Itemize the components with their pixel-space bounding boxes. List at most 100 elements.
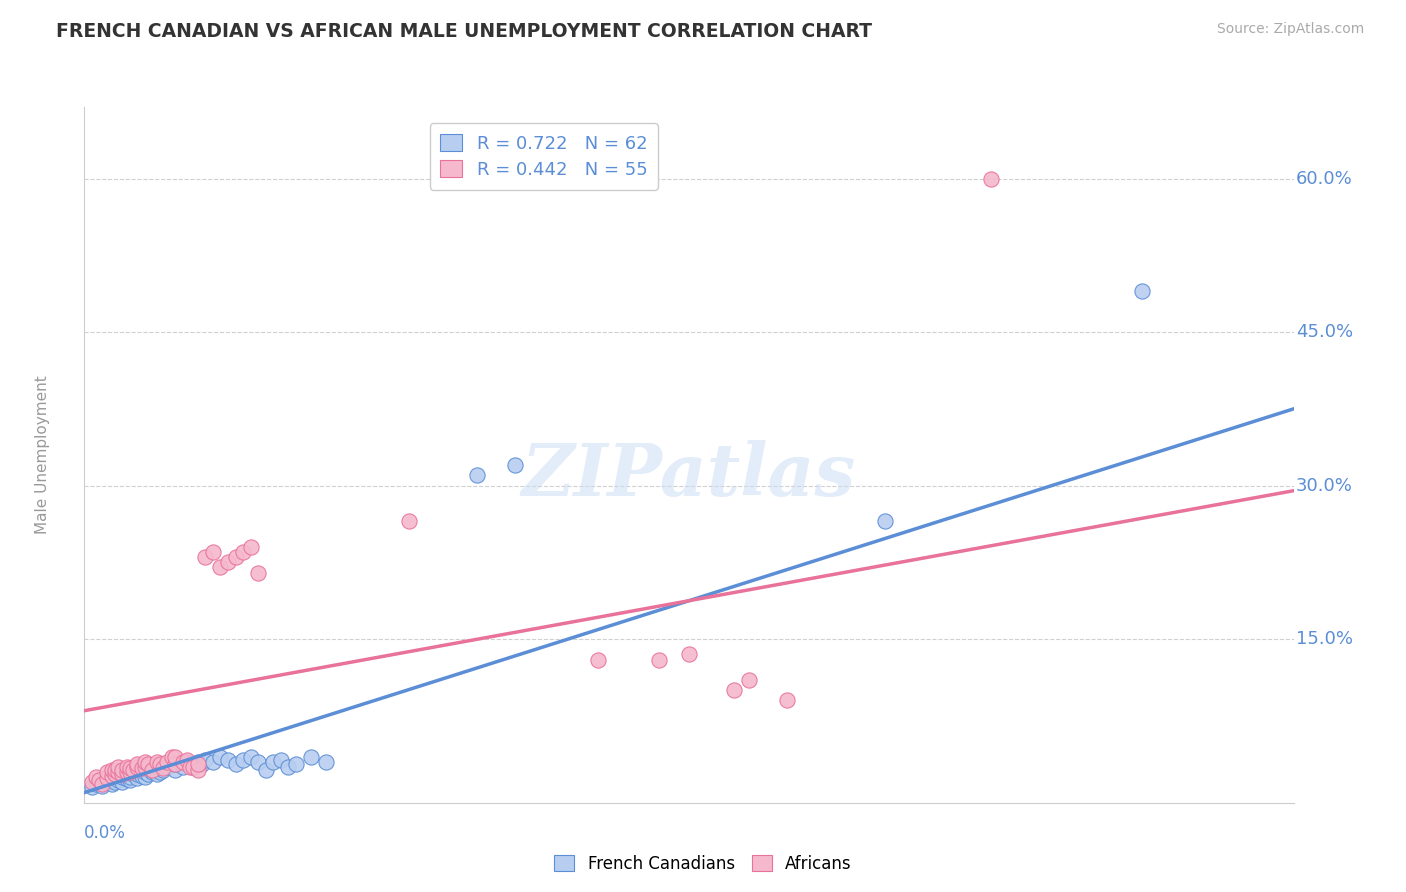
- Point: [121, 767, 143, 781]
- Point: [134, 760, 156, 774]
- Point: [80, 775, 103, 789]
- Point: [100, 763, 122, 777]
- Text: 60.0%: 60.0%: [1296, 169, 1353, 187]
- Point: [152, 761, 174, 775]
- Point: [141, 763, 163, 777]
- Point: [277, 760, 299, 774]
- Point: [187, 763, 209, 777]
- Point: [187, 756, 209, 771]
- Text: 30.0%: 30.0%: [1296, 476, 1353, 495]
- Legend: French Canadians, Africans: French Canadians, Africans: [548, 848, 858, 880]
- Point: [96, 765, 118, 780]
- Text: 0.0%: 0.0%: [84, 823, 127, 842]
- Point: [146, 767, 169, 781]
- Point: [104, 770, 127, 784]
- Point: [89, 773, 111, 788]
- Point: [149, 765, 172, 780]
- Point: [163, 756, 186, 771]
- Point: [104, 775, 127, 789]
- Point: [176, 755, 198, 769]
- Point: [136, 767, 159, 781]
- Point: [86, 777, 108, 791]
- Point: [104, 765, 127, 780]
- Point: [284, 756, 308, 771]
- Text: Male Unemployment: Male Unemployment: [35, 376, 49, 534]
- Point: [134, 755, 156, 769]
- Point: [467, 468, 489, 483]
- Point: [315, 755, 337, 769]
- Point: [217, 753, 239, 767]
- Point: [172, 760, 194, 774]
- Point: [647, 652, 671, 666]
- Point: [247, 755, 270, 769]
- Point: [1130, 284, 1153, 298]
- Point: [239, 540, 262, 554]
- Point: [232, 545, 254, 559]
- Point: [163, 749, 186, 764]
- Point: [141, 763, 163, 777]
- Point: [217, 555, 239, 569]
- Point: [107, 760, 129, 774]
- Point: [225, 756, 247, 771]
- Point: [96, 775, 118, 789]
- Point: [262, 755, 284, 769]
- Point: [111, 775, 134, 789]
- Point: [209, 749, 232, 764]
- Point: [299, 749, 322, 764]
- Point: [232, 753, 254, 767]
- Point: [191, 756, 214, 771]
- Point: [187, 755, 209, 769]
- Point: [118, 761, 141, 775]
- Point: [398, 515, 420, 529]
- Point: [181, 760, 204, 774]
- Point: [163, 763, 186, 777]
- Point: [156, 760, 179, 774]
- Point: [160, 749, 183, 764]
- Point: [96, 771, 118, 785]
- Point: [89, 773, 111, 788]
- Point: [146, 755, 169, 769]
- Point: [107, 773, 129, 788]
- Point: [163, 756, 186, 771]
- Point: [127, 760, 149, 774]
- Point: [100, 777, 122, 791]
- Point: [118, 765, 141, 780]
- Point: [134, 770, 156, 784]
- Point: [107, 765, 129, 780]
- Point: [115, 760, 138, 774]
- Point: [194, 753, 217, 767]
- Point: [254, 763, 277, 777]
- Point: [115, 772, 138, 787]
- Text: ZIPatlas: ZIPatlas: [522, 441, 856, 511]
- Text: 15.0%: 15.0%: [1296, 630, 1353, 648]
- Point: [172, 755, 194, 769]
- Point: [111, 763, 134, 777]
- Point: [100, 772, 122, 787]
- Point: [111, 767, 134, 781]
- Point: [201, 755, 224, 769]
- Point: [118, 773, 141, 788]
- Point: [118, 770, 141, 784]
- Point: [678, 648, 700, 662]
- Text: Source: ZipAtlas.com: Source: ZipAtlas.com: [1216, 22, 1364, 37]
- Point: [131, 761, 153, 775]
- Point: [179, 756, 201, 771]
- Point: [86, 770, 108, 784]
- Point: [121, 763, 143, 777]
- Point: [225, 550, 247, 565]
- Legend: R = 0.722   N = 62, R = 0.442   N = 55: R = 0.722 N = 62, R = 0.442 N = 55: [430, 123, 658, 189]
- Point: [104, 767, 127, 781]
- Point: [134, 765, 156, 780]
- Point: [111, 767, 134, 781]
- Point: [131, 769, 153, 783]
- Point: [156, 755, 179, 769]
- Point: [503, 458, 526, 472]
- Point: [181, 760, 204, 774]
- Point: [723, 683, 745, 698]
- Point: [152, 763, 174, 777]
- Point: [179, 760, 201, 774]
- Point: [111, 770, 134, 784]
- Point: [136, 756, 159, 771]
- Point: [209, 560, 232, 574]
- Point: [96, 770, 118, 784]
